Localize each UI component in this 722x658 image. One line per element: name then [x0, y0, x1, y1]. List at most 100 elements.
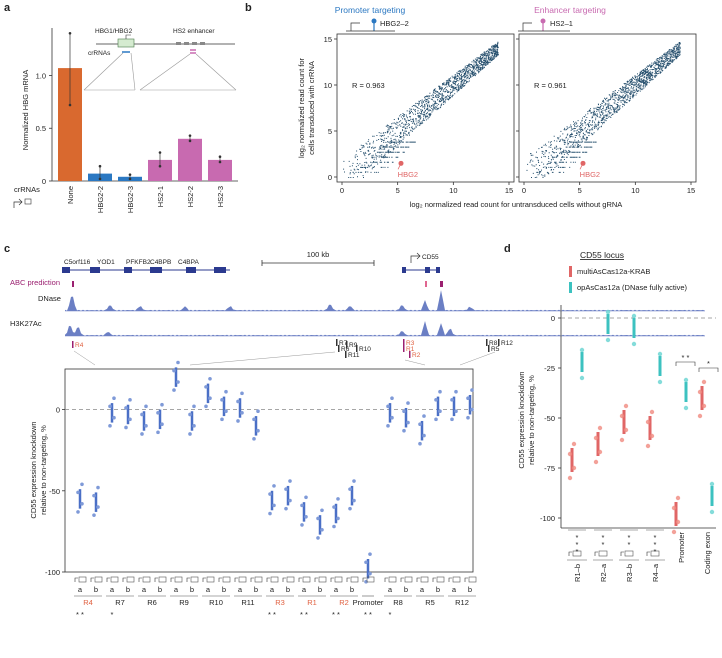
replicate-point: [316, 536, 320, 540]
x-tick-label: R3–b: [625, 564, 634, 582]
tss-icon: [106, 577, 110, 582]
multi-point: [697, 413, 703, 419]
panel-b-chart: Promoter targeting Enhancer targeting HB…: [297, 5, 697, 209]
replicate-point: [68, 31, 72, 35]
replicate-point: [348, 506, 352, 511]
replicate-point: [438, 409, 442, 414]
crrna-array-icon: [270, 576, 279, 583]
replicate-point: [80, 501, 84, 506]
pair-significance: *: [707, 359, 710, 368]
gene-label: C5orf116: [64, 259, 91, 266]
abc-track-label: ABC prediction: [10, 278, 60, 287]
x-tick-label: R1–b: [573, 564, 582, 582]
promoter-guide-name: HBG2–2: [380, 19, 409, 28]
replicate-point: [466, 415, 470, 420]
significance-stars: * *: [332, 610, 340, 619]
replicate-point: [204, 404, 208, 409]
x-tick-label: HS2-2: [186, 186, 195, 207]
replicate-point: [192, 424, 196, 428]
legend-multi-swatch: [569, 266, 572, 277]
replicate-point: [98, 164, 102, 168]
panel-a-ylabel: Normalized HBG mRNA: [21, 70, 30, 150]
op-point: [579, 347, 585, 353]
multi-point: [623, 403, 629, 409]
bar-HS2-3: [208, 159, 232, 181]
replicate-point: [320, 508, 324, 513]
replicate-point: [288, 479, 292, 483]
bar-HS2-2: [178, 138, 202, 181]
dnase-track-label: DNase: [38, 294, 61, 303]
x-tick-label: 15: [687, 186, 695, 195]
replicate-point: [220, 398, 224, 402]
op-point: [657, 379, 663, 385]
replicate-point: [76, 510, 80, 514]
y-tick-label: -75: [544, 464, 555, 473]
gene-label: C4BPB: [150, 259, 171, 266]
replicate-point: [176, 360, 180, 365]
panel-a-label: a: [4, 2, 11, 14]
tss-icon: [620, 551, 624, 556]
multi-point: [619, 413, 625, 419]
multi-point: [645, 443, 651, 449]
subgroup-label: a: [78, 585, 83, 594]
promoter-r-value: R = 0.963: [352, 81, 385, 90]
gene-label: CD55: [422, 254, 439, 261]
crrna-array-icon: [420, 576, 429, 583]
x-tick-label: 10: [631, 186, 639, 195]
tss-icon: [90, 577, 94, 582]
replicate-point: [236, 399, 240, 404]
replicate-point: [352, 479, 356, 483]
crrna-array-icon: [222, 576, 231, 583]
replicate-point: [434, 417, 438, 422]
pair-bracket: [698, 367, 719, 372]
crrna-array-icon: [334, 576, 343, 583]
op-point: [579, 375, 585, 381]
replicate-point: [108, 404, 112, 409]
x-tick-label: 0: [522, 186, 526, 195]
significance-star: *: [576, 547, 579, 556]
abc-peak: [425, 281, 427, 287]
panel-d-title: CD55 locus: [580, 250, 624, 260]
tss-arrow-icon: [13, 198, 23, 208]
scatter-points: [343, 41, 499, 178]
exon: [150, 267, 162, 273]
crrna-array-icon: [142, 576, 151, 583]
scatter-right: 0 5 10 15 HBG2: [516, 38, 695, 195]
scatter-left-frame: [336, 33, 515, 183]
replicate-point: [390, 415, 394, 420]
panel-a-y-ticks: 0 0.5 1.0: [36, 71, 52, 186]
subgroup-label: b: [468, 585, 472, 594]
region-label-R7: R7: [339, 340, 348, 347]
y-tick-label: 15: [324, 35, 332, 44]
crrna-array-icon: [302, 576, 311, 583]
replicate-point: [156, 411, 160, 415]
legend-op-label: opAsCas12a (DNase fully active): [577, 283, 688, 292]
pair-significance: * *: [682, 353, 690, 362]
panel-b-label: b: [245, 2, 252, 14]
region-mark: [488, 345, 490, 352]
replicate-point: [158, 164, 162, 168]
x-tick-label: R4–a: [651, 563, 660, 582]
panel-b-ylabel-2: cells transduced with crRNA: [307, 61, 316, 155]
replicate-point: [92, 513, 96, 517]
significance-star: *: [654, 547, 657, 556]
y-tick-label: 10: [324, 81, 332, 90]
abc-peak: [440, 281, 443, 287]
replicate-point: [332, 524, 336, 529]
replicate-point: [368, 552, 372, 556]
crrna-array-icon: [350, 576, 359, 583]
crrna-array-icon: [404, 576, 413, 583]
replicate-point: [128, 173, 132, 176]
crrna-array-icon: [318, 576, 327, 583]
crrna-array-icon: [158, 576, 167, 583]
replicate-point: [422, 433, 426, 438]
gene-label: C4BPA: [178, 259, 199, 266]
replicate-point: [256, 409, 260, 414]
subgroup-label: a: [302, 585, 307, 594]
tss-icon: [432, 577, 436, 582]
replicate-point: [158, 151, 162, 154]
multi-point: [649, 409, 655, 415]
panel-a-inset: HBG1/HBG2 HS2 enhancer crRNAs: [83, 28, 237, 91]
replicate-point: [268, 511, 272, 516]
tss-icon: [298, 577, 302, 582]
